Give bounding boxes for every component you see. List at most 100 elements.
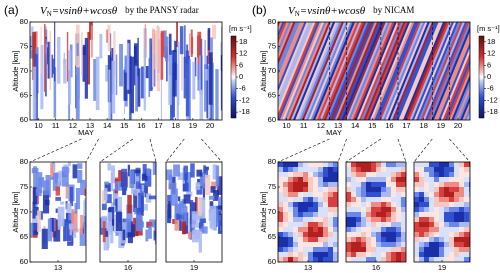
texture bbox=[434, 222, 440, 228]
title: VN=vsinθ+wcosθ by NICAM bbox=[288, 5, 414, 18]
texture bbox=[278, 252, 284, 258]
texture bbox=[356, 237, 362, 243]
texture bbox=[172, 49, 177, 97]
texture bbox=[323, 232, 329, 238]
texture bbox=[464, 252, 470, 258]
texture bbox=[396, 207, 402, 213]
texture bbox=[283, 232, 289, 238]
texture bbox=[308, 197, 314, 203]
texture bbox=[52, 173, 60, 191]
texture bbox=[200, 38, 203, 90]
texture bbox=[283, 187, 289, 193]
texture bbox=[356, 247, 362, 253]
texture bbox=[328, 207, 334, 213]
texture bbox=[460, 95, 470, 120]
texture bbox=[168, 54, 172, 105]
texture bbox=[145, 193, 152, 203]
texture bbox=[301, 22, 345, 120]
texture bbox=[194, 57, 197, 77]
colorbar-tick-label: 12 bbox=[487, 49, 495, 58]
texture bbox=[366, 172, 372, 178]
texture bbox=[459, 177, 465, 183]
texture bbox=[192, 61, 196, 100]
texture bbox=[54, 22, 56, 82]
texture bbox=[381, 177, 387, 183]
texture bbox=[140, 66, 145, 99]
texture bbox=[115, 54, 118, 96]
texture bbox=[328, 187, 334, 193]
colorbar-label: [m s⁻¹] bbox=[229, 24, 252, 33]
texture bbox=[288, 167, 294, 173]
texture bbox=[308, 177, 314, 183]
texture bbox=[391, 182, 397, 188]
x-tick-label: 11 bbox=[300, 121, 308, 130]
texture bbox=[293, 237, 299, 243]
x-tick-label: 15 bbox=[120, 121, 128, 130]
texture bbox=[303, 177, 309, 183]
texture bbox=[444, 237, 450, 243]
texture bbox=[376, 22, 419, 120]
texture bbox=[293, 202, 299, 208]
texture bbox=[293, 242, 299, 248]
texture bbox=[303, 212, 309, 218]
texture bbox=[204, 64, 207, 112]
texture bbox=[439, 197, 445, 203]
texture bbox=[321, 22, 364, 120]
texture bbox=[62, 218, 67, 226]
texture bbox=[454, 177, 460, 183]
texture bbox=[346, 207, 352, 213]
texture bbox=[323, 247, 329, 253]
y-tick-label: 65 bbox=[20, 232, 28, 241]
texture bbox=[303, 237, 309, 243]
texture bbox=[196, 169, 203, 177]
texture bbox=[386, 177, 392, 183]
texture bbox=[440, 47, 470, 120]
texture bbox=[313, 172, 319, 178]
texture bbox=[401, 257, 406, 262]
texture bbox=[449, 69, 470, 120]
texture bbox=[313, 187, 319, 193]
texture bbox=[444, 257, 450, 262]
texture bbox=[211, 62, 214, 120]
texture bbox=[283, 247, 289, 253]
texture bbox=[376, 192, 382, 198]
texture bbox=[113, 31, 116, 76]
texture bbox=[312, 22, 356, 120]
texture bbox=[317, 22, 360, 120]
texture bbox=[439, 252, 445, 258]
texture bbox=[328, 227, 334, 233]
texture bbox=[326, 22, 369, 120]
heatmap bbox=[166, 163, 222, 253]
connector bbox=[397, 138, 407, 163]
texture bbox=[351, 212, 357, 218]
texture bbox=[424, 252, 430, 258]
texture bbox=[167, 194, 173, 203]
texture bbox=[464, 167, 470, 173]
texture bbox=[454, 187, 460, 193]
x-tick-label: 15 bbox=[368, 121, 376, 130]
texture bbox=[124, 55, 129, 73]
texture bbox=[319, 22, 362, 120]
texture bbox=[323, 167, 329, 173]
texture bbox=[32, 201, 36, 219]
texture bbox=[184, 182, 189, 192]
texture bbox=[469, 182, 470, 188]
texture bbox=[401, 212, 406, 218]
texture bbox=[313, 237, 319, 243]
texture bbox=[101, 203, 107, 211]
texture bbox=[376, 257, 382, 262]
texture bbox=[303, 227, 309, 233]
texture bbox=[439, 212, 445, 218]
texture bbox=[459, 167, 465, 173]
texture bbox=[401, 242, 406, 248]
texture bbox=[464, 177, 470, 183]
y-tick-label: 80 bbox=[268, 157, 276, 166]
texture bbox=[313, 222, 319, 228]
texture bbox=[303, 252, 309, 258]
texture bbox=[125, 219, 132, 233]
texture bbox=[449, 212, 455, 218]
texture bbox=[220, 42, 222, 71]
texture bbox=[303, 232, 309, 238]
texture bbox=[469, 162, 470, 168]
texture bbox=[283, 197, 289, 203]
